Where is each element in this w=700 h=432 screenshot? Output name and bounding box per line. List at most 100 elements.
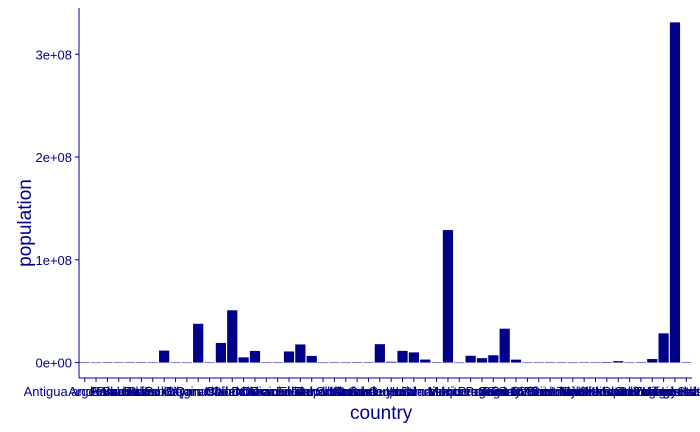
x-tick-label: Bahamas [91, 384, 146, 399]
bar [431, 362, 442, 363]
x-tick-label: Nicaragua [441, 384, 501, 399]
bar [669, 22, 681, 363]
bar [658, 333, 669, 363]
x-tick-label: Virgin Islands [647, 384, 700, 399]
bar [476, 358, 488, 363]
x-tick-label: Grenada [332, 384, 383, 399]
bar [556, 362, 567, 364]
x-tick-label: Antigua and Barbuda [24, 384, 147, 399]
x-tick-label: Greenland [315, 384, 376, 399]
x-tick-label: Cuba [239, 384, 271, 399]
bar [601, 361, 612, 363]
bar [647, 359, 658, 363]
x-tick-label: Saint Kitts and Nevis [479, 384, 599, 399]
x-tick-label: Suriname [579, 384, 635, 399]
x-tick-label: Dominica [251, 384, 306, 399]
x-tick-label: Saint Pierre and Miquelon [498, 384, 648, 399]
bar [79, 362, 90, 363]
x-tick-label: Martinique [406, 384, 467, 399]
bar [454, 362, 465, 364]
bar [136, 362, 147, 363]
bar [374, 344, 385, 363]
bar [340, 362, 351, 364]
bar [238, 357, 249, 363]
x-tick-label: Puerto Rico [482, 384, 550, 399]
x-tick-label: Saint Vincent and the Grenadines [487, 384, 682, 399]
x-tick-label: Colombia [205, 384, 261, 399]
bar [465, 355, 476, 363]
x-axis-title: country [350, 403, 413, 424]
x-tick-label: BQ [166, 384, 185, 399]
x-tick-label: Costa Rica [212, 384, 276, 399]
x-tick-label: Guadeloupe [333, 384, 404, 399]
bar [567, 362, 578, 364]
x-tick-label: Cayman Islands [163, 384, 257, 399]
x-tick-label: Venezuela [633, 384, 694, 399]
bar [352, 362, 363, 363]
x-tick-label: Mexico [427, 384, 468, 399]
bar [272, 362, 283, 364]
bar [510, 359, 522, 363]
x-tick-label: Falkland Islands [276, 384, 370, 399]
x-tick-label: Sint Maarten [559, 384, 633, 399]
bar [261, 362, 272, 363]
bar [249, 350, 261, 363]
x-tick-label: Chile [206, 384, 236, 399]
x-tick-label: Aruba [90, 384, 125, 399]
bar [113, 362, 124, 363]
bar [363, 362, 374, 363]
bar [159, 350, 170, 363]
bar [635, 362, 647, 363]
bar [227, 310, 238, 363]
x-tick-label: Honduras [386, 384, 443, 399]
x-tick-label: United States Virgin Islands [561, 384, 700, 399]
x-tick-label: Saint Barthelemy [478, 384, 577, 399]
x-tick-label: Paraguay [466, 384, 522, 399]
x-tick-label: French Guiana [291, 384, 378, 399]
bar [90, 362, 102, 364]
x-tick-label: Dominican Republic [231, 384, 347, 399]
x-tick-label: Canada [175, 384, 221, 399]
x-tick-label: Montserrat [428, 384, 491, 399]
bar [533, 362, 544, 364]
x-tick-label: Panama [458, 384, 507, 399]
x-axis: Antigua and BarbudaArgentinaArubaBahamas… [24, 377, 700, 399]
bar [408, 352, 419, 363]
bar [681, 362, 692, 363]
x-tick-label: Curacao [242, 384, 291, 399]
x-tick-label: Ecuador [276, 384, 325, 399]
y-axis: 0e+00 1e+08 2e+08 3e+08 [35, 8, 80, 378]
x-tick-label: Belize [124, 384, 159, 399]
bar [295, 344, 306, 363]
x-tick-label: Trinidad and Tobago [559, 384, 677, 399]
x-tick-label: Turks and Caicos Islands [557, 384, 700, 399]
bar [579, 362, 590, 363]
bar [147, 362, 158, 364]
y-tick-label: 2e+08 [35, 150, 72, 165]
y-tick-label: 0e+00 [35, 356, 72, 371]
bar [306, 355, 317, 363]
bar [283, 351, 295, 363]
bar [522, 362, 533, 364]
x-tick-label: Argentina [68, 384, 124, 399]
x-tick-label: Saint Lucia [518, 384, 583, 399]
bar [170, 362, 181, 364]
bar [499, 328, 510, 363]
bar [317, 362, 329, 364]
x-tick-label: Bermuda [126, 384, 180, 399]
bar [386, 361, 397, 363]
bar [624, 362, 635, 364]
y-tick-label: 3e+08 [35, 47, 72, 62]
bar [102, 362, 113, 363]
x-tick-label: Jamaica [401, 384, 450, 399]
bar [215, 342, 227, 363]
x-tick-label: Guyana [368, 384, 414, 399]
x-tick-label: United States [636, 384, 700, 399]
bar [397, 350, 408, 363]
x-tick-label: Haiti [390, 384, 416, 399]
x-tick-label: British Virgin Islands [128, 384, 246, 399]
bar [193, 323, 204, 363]
bar [488, 355, 499, 363]
y-tick-label: 1e+08 [35, 253, 72, 268]
x-tick-label: Guatemala [348, 384, 412, 399]
